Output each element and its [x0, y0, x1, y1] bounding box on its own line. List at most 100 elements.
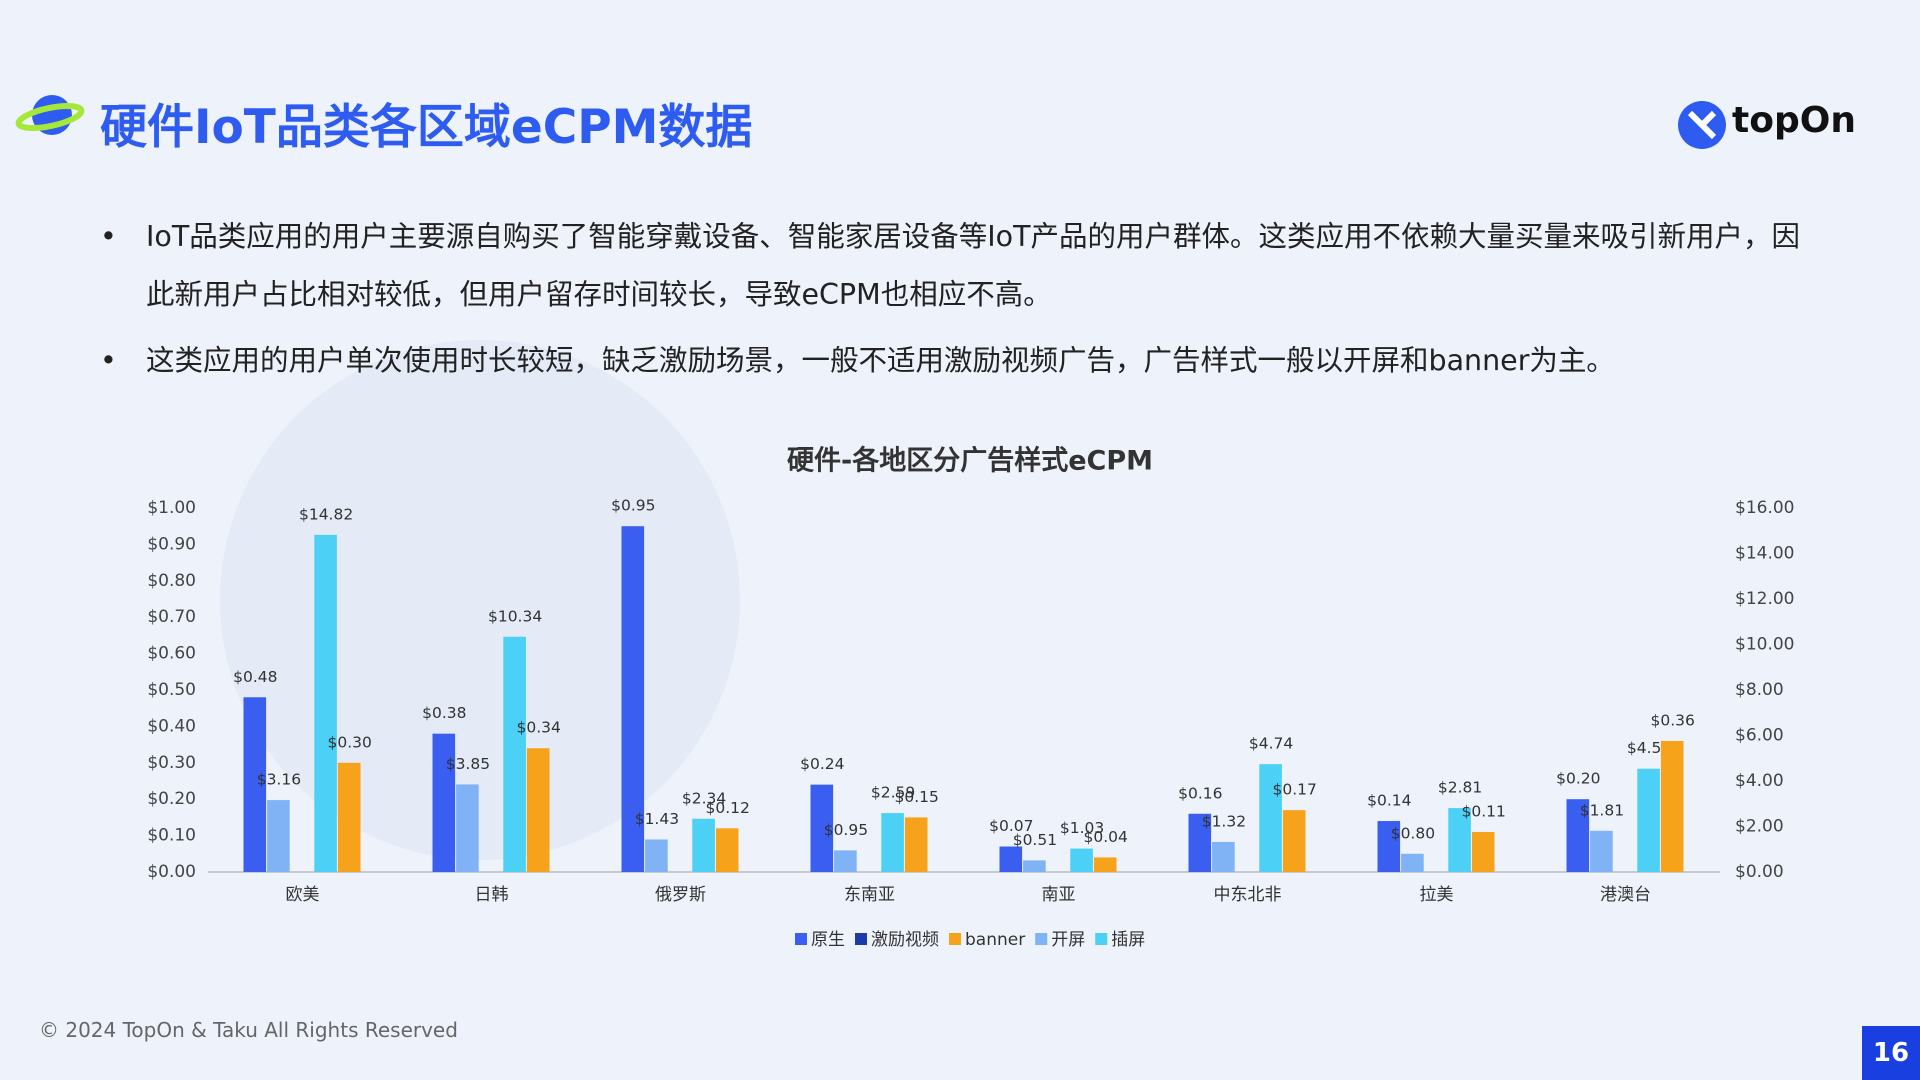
bar — [1377, 821, 1401, 872]
bar — [904, 817, 928, 872]
bar — [337, 762, 361, 872]
y2-tick-label: $2.00 — [1735, 817, 1784, 837]
bar — [1566, 799, 1590, 872]
bar — [432, 733, 456, 872]
value-label: $1.81 — [1580, 801, 1624, 819]
bar — [715, 828, 739, 872]
watermark — [220, 340, 740, 860]
bar — [881, 813, 904, 872]
bar — [1637, 768, 1660, 872]
value-label: $0.17 — [1273, 781, 1317, 799]
bar — [503, 636, 526, 872]
value-label: $0.20 — [1556, 770, 1600, 788]
value-label: $4.74 — [1249, 735, 1293, 753]
value-label: $0.24 — [800, 755, 844, 773]
value-label: $0.04 — [1084, 828, 1128, 846]
value-label: $2.59 — [871, 784, 915, 802]
bar — [267, 800, 290, 872]
legend-swatch — [1035, 933, 1048, 945]
bar — [1093, 857, 1117, 872]
value-label: $2.34 — [682, 789, 726, 807]
footer: © 2024 TopOn & Taku All Rights Reserved — [39, 1018, 458, 1042]
value-label: $0.36 — [1651, 711, 1695, 729]
y-tick-label: $0.70 — [147, 607, 196, 627]
bar — [834, 850, 857, 872]
x-tick-label: 南亚 — [1042, 885, 1076, 905]
legend-label: 插屏 — [1111, 930, 1145, 950]
value-label: $0.80 — [1391, 824, 1435, 842]
legend-label: 激励视频 — [871, 930, 939, 950]
bar — [1259, 764, 1282, 872]
x-tick-label: 港澳台 — [1600, 885, 1651, 905]
y2-tick-label: $8.00 — [1735, 680, 1784, 700]
value-label: $0.38 — [422, 704, 466, 722]
y-tick-label: $0.60 — [147, 644, 196, 664]
value-label: $0.95 — [611, 497, 655, 515]
slide-title: 硬件IoT品类各区域eCPM数据 — [100, 100, 753, 155]
bar — [526, 748, 550, 872]
chart-title: 硬件-各地区分广告样式eCPM — [787, 445, 1153, 477]
value-label: $1.43 — [635, 810, 679, 828]
y-tick-label: $1.00 — [147, 498, 196, 518]
value-label: $2.81 — [1438, 779, 1482, 797]
bar — [456, 784, 479, 872]
value-label: $4.54 — [1627, 739, 1671, 757]
y2-tick-label: $10.00 — [1735, 635, 1794, 655]
x-tick-label: 欧美 — [286, 885, 320, 905]
x-tick-label: 拉美 — [1420, 885, 1454, 905]
bullet-list: IoT品类应用的用户主要源自购买了智能穿戴设备、智能家居设备等IoT产品的用户群… — [100, 208, 1820, 398]
value-label: $0.15 — [895, 788, 939, 806]
bar — [1660, 740, 1684, 872]
value-label: $0.48 — [233, 668, 277, 686]
value-label: $0.07 — [989, 817, 1033, 835]
y2-tick-label: $14.00 — [1735, 544, 1794, 564]
value-label: $14.82 — [299, 505, 353, 523]
legend-label: 开屏 — [1051, 930, 1085, 950]
x-tick-label: 俄罗斯 — [655, 885, 706, 905]
legend-label: banner — [965, 930, 1025, 950]
y-tick-label: $0.00 — [147, 862, 196, 882]
value-label: $3.85 — [446, 755, 490, 773]
value-label: $1.32 — [1202, 812, 1246, 830]
bar — [1590, 830, 1613, 872]
y2-tick-label: $16.00 — [1735, 498, 1794, 518]
logo-text: topOn — [1732, 100, 1856, 141]
bar — [810, 784, 834, 872]
bar — [1401, 853, 1424, 872]
y-tick-label: $0.20 — [147, 789, 196, 809]
y2-tick-label: $6.00 — [1735, 726, 1784, 746]
bar — [1188, 813, 1212, 872]
value-label: $0.34 — [517, 719, 561, 737]
bar — [1448, 808, 1471, 872]
y-tick-label: $0.80 — [147, 571, 196, 591]
bar — [1023, 860, 1046, 872]
legend-swatch — [795, 933, 807, 945]
value-label: $0.11 — [1462, 802, 1506, 820]
bar — [1471, 831, 1495, 872]
bullet: IoT品类应用的用户主要源自购买了智能穿戴设备、智能家居设备等IoT产品的用户群… — [100, 208, 1820, 324]
bar — [621, 526, 645, 872]
legend-swatch — [855, 933, 867, 945]
value-label: $1.03 — [1060, 819, 1104, 837]
y2-tick-label: $0.00 — [1735, 862, 1784, 882]
value-label: $0.14 — [1367, 792, 1411, 810]
legend-label: 原生 — [811, 930, 845, 950]
value-label: $0.30 — [328, 733, 372, 751]
bar — [1212, 841, 1235, 872]
x-tick-label: 日韩 — [475, 885, 509, 905]
bar — [314, 534, 337, 872]
bar — [692, 818, 715, 872]
x-tick-label: 中东北非 — [1214, 885, 1282, 905]
y-tick-label: $0.50 — [147, 680, 196, 700]
value-label: $0.51 — [1013, 831, 1057, 849]
logo-icon — [1678, 101, 1726, 149]
bar — [1070, 848, 1093, 872]
x-tick-label: 东南亚 — [844, 885, 895, 905]
y-tick-label: $0.90 — [147, 534, 196, 554]
y2-tick-label: $12.00 — [1735, 589, 1794, 609]
y-tick-label: $0.40 — [147, 716, 196, 736]
y-tick-label: $0.10 — [147, 826, 196, 846]
bar — [243, 697, 267, 872]
value-label: $10.34 — [488, 607, 542, 625]
